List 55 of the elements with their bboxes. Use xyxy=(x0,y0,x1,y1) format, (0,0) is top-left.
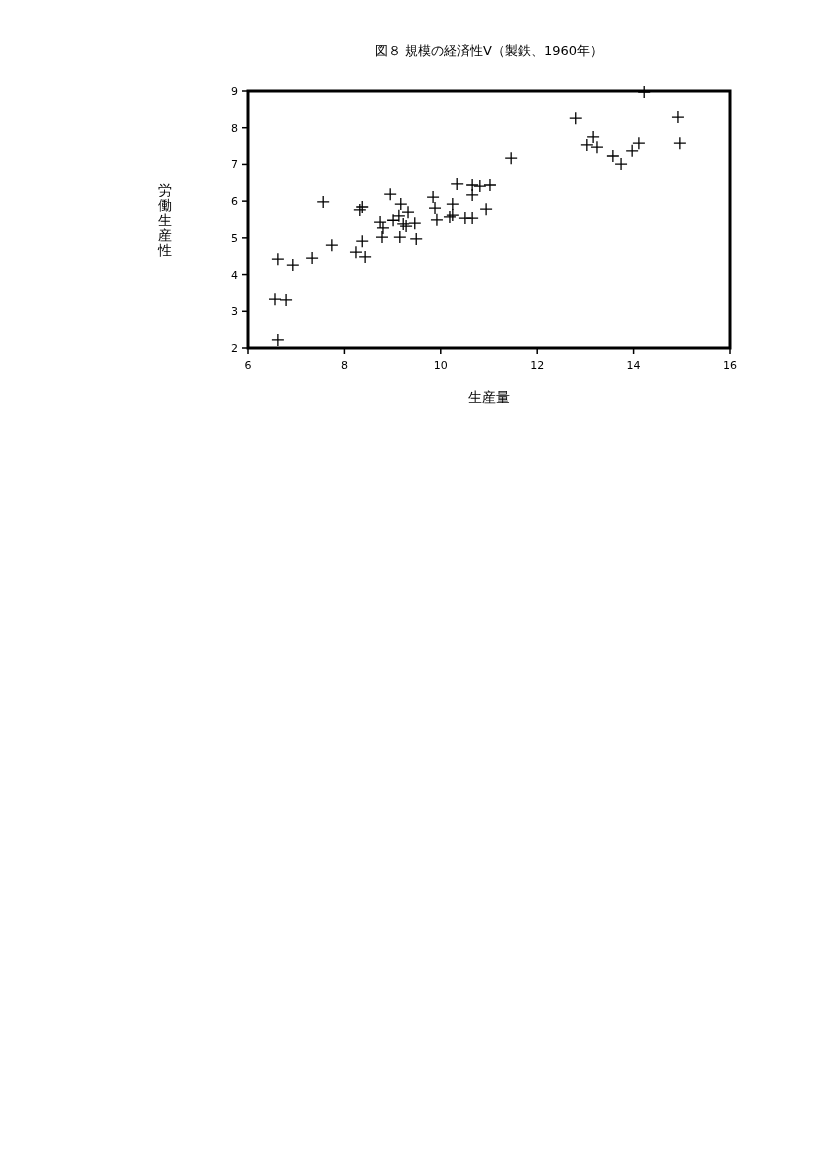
point xyxy=(408,216,422,230)
x-tick-label: 16 xyxy=(723,359,737,372)
point xyxy=(450,177,464,191)
y-tick-label: 9 xyxy=(231,85,238,98)
point xyxy=(504,151,518,165)
point xyxy=(586,130,600,144)
point xyxy=(393,230,407,244)
point xyxy=(430,213,444,227)
point xyxy=(446,197,460,211)
point xyxy=(358,250,372,264)
point xyxy=(473,179,487,193)
y-tick-label: 8 xyxy=(231,121,238,135)
point xyxy=(465,188,479,202)
point xyxy=(671,110,685,124)
y-axis-title: 労働生産性 xyxy=(157,182,172,258)
point xyxy=(465,178,479,192)
point xyxy=(625,144,639,158)
point xyxy=(271,333,285,347)
point xyxy=(426,190,440,204)
point xyxy=(325,238,339,252)
y-tick-label: 2 xyxy=(231,342,238,355)
point xyxy=(316,195,330,209)
point xyxy=(673,136,687,150)
point xyxy=(479,202,493,216)
x-tick-label: 12 xyxy=(530,359,545,372)
point xyxy=(428,201,442,215)
point xyxy=(305,251,319,265)
x-tick-label: 8 xyxy=(340,359,348,372)
point xyxy=(465,211,479,225)
point xyxy=(383,187,397,201)
point xyxy=(409,232,423,246)
x-tick-label: 10 xyxy=(433,359,448,372)
point xyxy=(386,213,400,227)
point xyxy=(580,138,594,152)
point xyxy=(355,234,369,248)
point xyxy=(375,230,389,244)
point xyxy=(590,140,604,154)
x-tick-label: 6 xyxy=(244,359,252,372)
y-tick-label: 5 xyxy=(231,231,238,245)
y-tick-label: 3 xyxy=(231,305,238,319)
point xyxy=(569,111,583,125)
point xyxy=(268,292,282,306)
y-tick-label: 6 xyxy=(231,195,238,209)
point xyxy=(349,245,363,259)
point xyxy=(637,85,651,99)
point xyxy=(483,178,497,192)
point xyxy=(286,258,300,272)
y-tick-label: 4 xyxy=(231,268,238,282)
y-tick-label: 7 xyxy=(231,158,238,172)
x-tick-label: 14 xyxy=(626,359,641,372)
point xyxy=(632,136,646,150)
point xyxy=(279,293,293,307)
chart-title: 図８ 規模の経済性Ⅴ（製鉄、1960年） xyxy=(374,43,604,58)
x-axis-title: 生産量 xyxy=(468,389,510,405)
point xyxy=(271,252,285,266)
